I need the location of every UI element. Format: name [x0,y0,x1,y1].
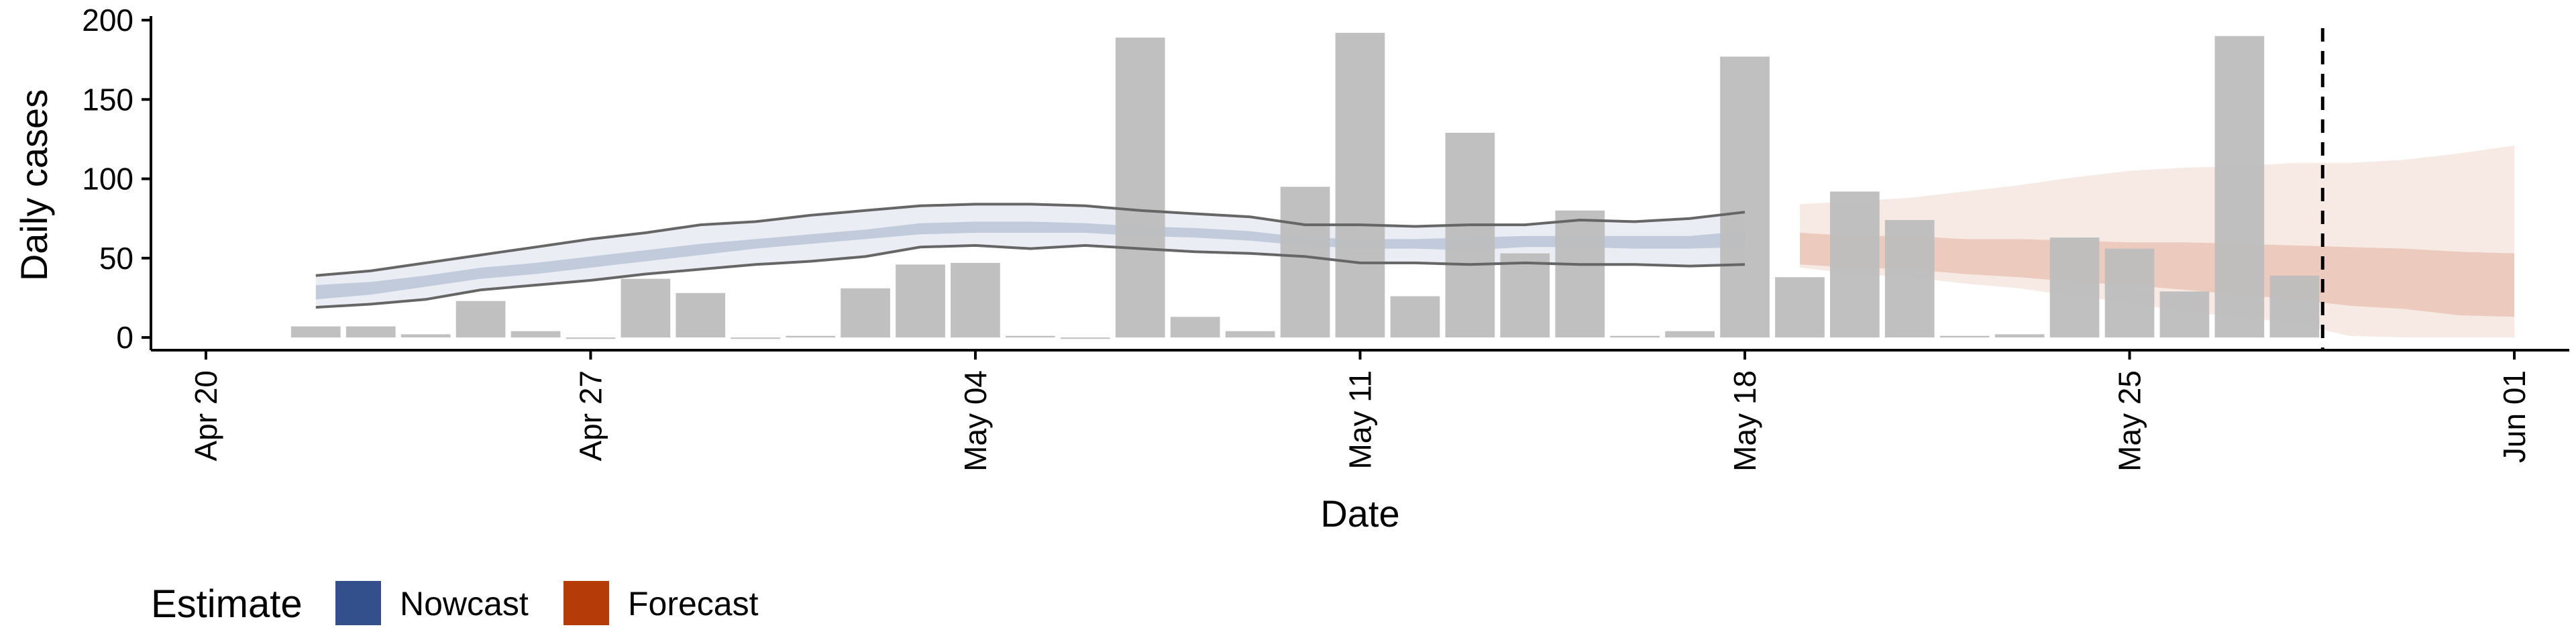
case-bar [290,326,341,338]
legend-label-forecast: Forecast [628,585,759,623]
case-bar [621,278,671,338]
legend: Estimate Nowcast Forecast [151,581,759,626]
nowcast-lower-line [315,244,1746,309]
x-tick-label: May 11 [1343,370,1378,469]
case-bar [2214,36,2265,338]
y-tick-label: 0 [116,320,133,355]
case-bar [1115,38,1165,338]
case-bar [676,292,726,337]
case-bar [400,334,451,337]
forecast-90-interval [1800,145,2515,338]
case-bar [841,288,890,338]
y-tick-label: 100 [82,162,133,197]
case-bar [1280,186,1330,338]
x-tick-label: May 04 [958,370,993,472]
case-bar [1500,253,1550,338]
case-bar [2049,237,2100,338]
legend-label-nowcast: Nowcast [400,585,529,623]
case-bar [1775,277,1825,338]
case-bar [2159,291,2210,338]
case-bar [1994,334,2045,337]
case-bar [1884,220,1935,337]
nowcast-interval-lines [315,203,1746,309]
legend-key-nowcast [335,581,381,625]
x-tick-label: Apr 20 [189,370,223,462]
case-bar [2104,248,2155,338]
case-bar [1720,56,1770,338]
case-bar [951,262,1000,338]
x-tick-label: May 18 [1727,370,1762,472]
y-axis-ticks: 0 50 100 150 200 [82,3,151,355]
forecast-50-interval [1800,233,2515,317]
case-bar [1335,32,1385,338]
legend-title: Estimate [151,582,303,626]
x-tick-label: Apr 27 [573,370,608,462]
y-tick-label: 50 [99,241,133,276]
case-bar [1006,335,1055,338]
x-axis-title: Date [1320,492,1399,535]
nowcast-50-interval [315,221,1745,300]
case-bar [1170,317,1220,338]
case-bar [1939,335,1990,338]
case-bar [1830,191,1880,338]
case-bar [511,331,561,338]
y-tick-label: 200 [82,3,133,38]
case-bar [896,264,945,338]
y-tick-label: 150 [82,82,133,117]
case-bar [786,335,835,338]
case-bar [455,301,506,338]
forecast-bands [1800,145,2515,338]
case-bar [1665,331,1715,338]
nowcast-upper-line [315,203,1746,277]
y-axis-title: Daily cases [13,89,55,281]
case-bar [566,337,616,339]
case-bar [2269,275,2320,338]
case-bar [345,326,396,338]
x-axis: Apr 20 Apr 27 May 04 May 11 May 18 May 25 Jun … [151,349,2569,535]
case-bar [1225,331,1275,338]
case-bar [1555,210,1605,337]
x-tick-label: Jun 01 [2497,370,2532,463]
case-bar [1390,296,1440,338]
plot-area [290,28,2515,350]
case-bar [731,337,781,339]
case-bars [290,32,2320,339]
case-bar [1610,335,1660,338]
x-axis-ticks: Apr 20 Apr 27 May 04 May 11 May 18 May 25 Jun … [189,350,2532,472]
x-tick-label: May 25 [2112,370,2147,472]
case-bar [1445,132,1495,337]
y-axis: 0 50 100 150 200 Daily cases [13,3,152,355]
legend-key-forecast [564,581,609,625]
case-bar [1061,337,1110,339]
